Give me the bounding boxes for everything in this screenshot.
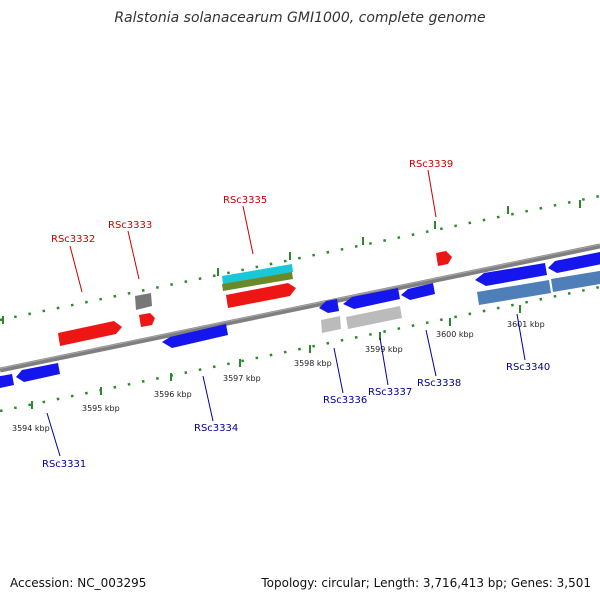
- kbp-tick-label: 3594 kbp: [12, 424, 50, 433]
- gene-label-rsc3338: RSc3338: [417, 378, 461, 389]
- gene-label-rsc3339: RSc3339: [409, 159, 453, 170]
- kbp-tick-label: 3599 kbp: [365, 345, 403, 354]
- kbp-tick-label: 3601 kbp: [507, 320, 545, 329]
- upper-track: [0, 194, 600, 322]
- gene-label-rsc3340: RSc3340: [506, 362, 550, 373]
- gene-label-rsc3336: RSc3336: [323, 395, 367, 406]
- genome-backbone: [0, 243, 600, 373]
- gene-label-rsc3337: RSc3337: [368, 387, 412, 398]
- kbp-tick-label: 3598 kbp: [294, 359, 332, 368]
- kbp-tick-label: 3595 kbp: [82, 404, 120, 413]
- gene-label-rsc3333: RSc3333: [108, 220, 152, 231]
- gene-rsc3340-shape[interactable]: [475, 251, 600, 286]
- gene-label-rsc3331: RSc3331: [42, 459, 86, 470]
- gene-rsc3339-shape[interactable]: [436, 251, 452, 266]
- gene-label-rsc3332: RSc3332: [51, 234, 95, 245]
- gene-rsc3335-olive: [222, 272, 293, 291]
- gene-rsc3340-steel: [477, 270, 600, 305]
- gene-rsc3332-shape[interactable]: [58, 321, 122, 346]
- gene-rsc3333-grey: [135, 293, 152, 310]
- genome-title: Ralstonia solanacearum GMI1000, complete…: [114, 10, 486, 26]
- gene-rsc3336-shape[interactable]: [319, 299, 339, 313]
- kbp-tick-label: 3597 kbp: [223, 374, 261, 383]
- genome-summary: Topology: circular; Length: 3,716,413 bp…: [261, 576, 591, 590]
- gene-rsc3333-shape[interactable]: [139, 313, 155, 327]
- accession-label: Accession: NC_003295: [10, 576, 147, 590]
- kbp-tick-label: 3600 kbp: [436, 330, 474, 339]
- gene-rsc3336-grey: [321, 316, 341, 333]
- gene-rsc3337-shape[interactable]: [343, 288, 400, 309]
- gene-rsc3338-shape[interactable]: [401, 283, 435, 300]
- gene-label-rsc3334: RSc3334: [194, 423, 238, 434]
- gene-rsc3335-cyan: [222, 264, 293, 284]
- gene-rsc3337-grey: [346, 306, 402, 329]
- gene-rsc3335-shape[interactable]: [226, 283, 296, 308]
- kbp-tick-label: 3596 kbp: [154, 390, 192, 399]
- gene-rsc3331-shape[interactable]: [0, 363, 60, 389]
- genome-backbone-highlight: [0, 244, 600, 369]
- gene-rsc3334-shape[interactable]: [162, 324, 228, 348]
- gene-label-rsc3335: RSc3335: [223, 195, 267, 206]
